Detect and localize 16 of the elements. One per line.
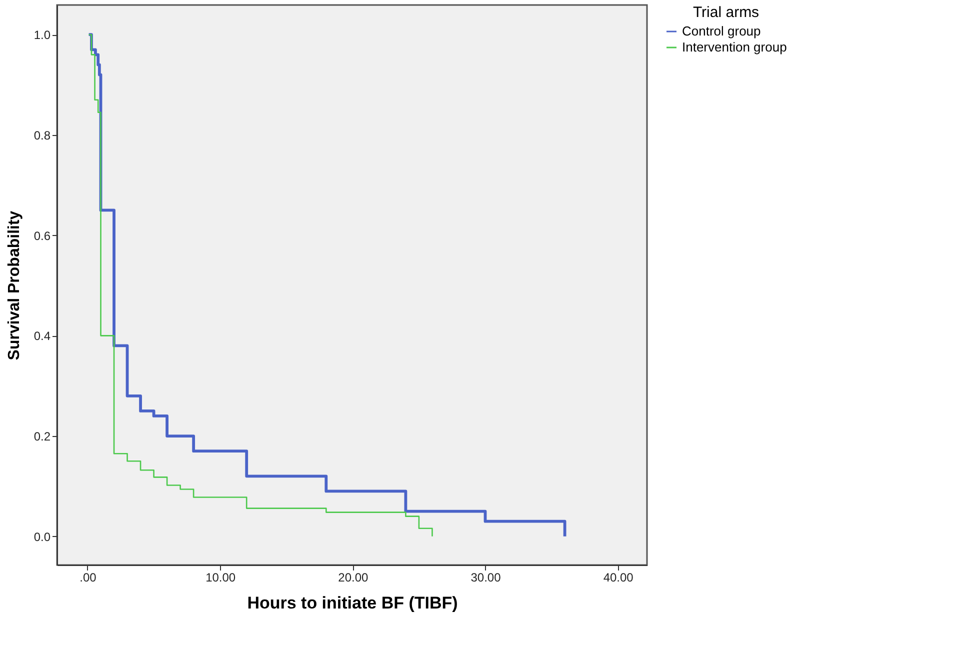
y-tick-label: 0.6 [34, 228, 51, 243]
legend-title: Trial arms [692, 4, 760, 21]
legend-label: Control group [682, 24, 761, 38]
x-tick-label: .00 [80, 570, 97, 584]
x-tick-label: 30.00 [470, 570, 502, 584]
x-tick-label: 20.00 [338, 570, 369, 584]
y-tick-label: 0.0 [34, 530, 51, 544]
y-axis-title: Survival Probability [6, 210, 23, 360]
x-tick-label: 40.00 [603, 570, 634, 584]
x-axis-title: Hours to initiate BF (TIBF) [247, 594, 458, 612]
y-tick-label: 1.0 [34, 28, 51, 42]
x-tick-label: 10.00 [206, 570, 236, 584]
y-tick-label: 0.4 [34, 329, 51, 344]
y-tick-label: 0.8 [34, 128, 51, 142]
y-tick-label: 0.2 [34, 430, 51, 444]
legend-label: Intervention group [682, 40, 787, 54]
